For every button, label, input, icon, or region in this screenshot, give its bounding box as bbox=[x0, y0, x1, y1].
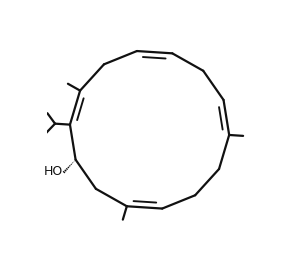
Text: HO: HO bbox=[44, 164, 63, 178]
